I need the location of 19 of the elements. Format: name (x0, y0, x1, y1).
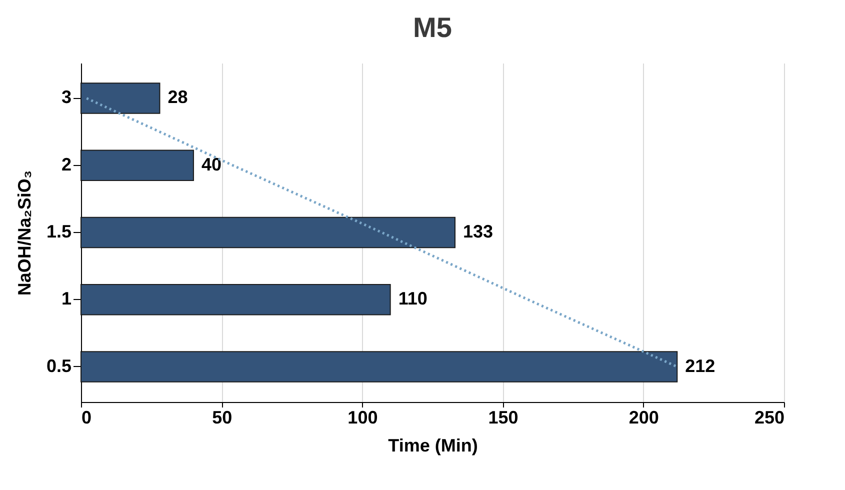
x-tick-label: 200 (628, 408, 659, 428)
y-tick-label: 3 (61, 87, 72, 108)
x-tick-label: 0 (82, 408, 92, 428)
y-axis-title: NaOH/Na₂SiO₃ (14, 170, 34, 296)
data-label: 110 (398, 288, 428, 309)
x-axis-title: Time (Min) (388, 436, 478, 456)
y-tick-label: 1.5 (46, 222, 72, 242)
x-tick-label: 250 (754, 408, 784, 428)
y-tick-label: 1 (61, 288, 72, 309)
chart-title: M5 (413, 12, 452, 43)
data-label: 212 (685, 356, 716, 376)
x-tick-label: 150 (488, 408, 518, 428)
x-tick-label: 50 (212, 408, 232, 428)
data-label: 28 (168, 87, 188, 108)
y-tick-label: 0.5 (46, 356, 72, 376)
x-tick-label: 100 (348, 408, 378, 428)
data-label: 133 (462, 222, 494, 242)
data-label: 40 (201, 154, 222, 174)
y-tick-label: 2 (61, 154, 72, 174)
